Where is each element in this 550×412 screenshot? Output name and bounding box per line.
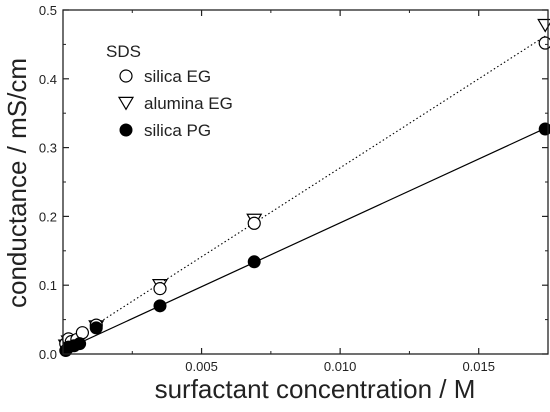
data-point-filled-circle <box>153 299 167 313</box>
legend-title: SDS <box>106 42 141 61</box>
y-axis-title: conductance / mS/cm <box>2 58 32 308</box>
y-tick-label: 0.0 <box>39 347 57 362</box>
legend-label: alumina EG <box>144 94 233 113</box>
data-point-open-triangle-down <box>537 18 550 33</box>
fit-line-solid <box>62 127 546 352</box>
legend-label: silica PG <box>144 121 211 140</box>
data-point-filled-circle <box>73 337 87 351</box>
y-tick-label: 0.5 <box>39 3 57 18</box>
data-point-filled-circle <box>247 255 261 269</box>
axes: 0.0 0.1 0.2 0.3 0.4 0.5 0.005 0.010 0.015 <box>39 3 549 374</box>
legend-label: silica EG <box>144 67 211 86</box>
legend-marker-open-circle <box>119 69 133 83</box>
data-point-filled-circle <box>538 122 550 136</box>
legend-marker-filled-circle <box>119 123 133 137</box>
fit-line-dotted <box>62 35 546 347</box>
data-point-filled-circle <box>89 321 103 335</box>
data-point-open-circle <box>538 36 550 50</box>
legend: SDS silica EG alumina EG silica PG <box>106 42 233 140</box>
y-tick-label: 0.4 <box>39 72 57 87</box>
x-tick-label: 0.005 <box>185 359 218 374</box>
data-point-open-circle <box>153 282 167 296</box>
x-tick-label: 0.010 <box>324 359 357 374</box>
data-point-open-circle <box>75 326 90 340</box>
y-tick-label: 0.1 <box>39 278 57 293</box>
x-axis-title: surfactant concentration / M <box>155 374 476 404</box>
plot-area <box>57 18 550 358</box>
data-point-open-circle <box>247 216 261 230</box>
plot-frame <box>62 9 549 355</box>
legend-marker-open-triangle-down <box>117 96 135 111</box>
x-tick-label: 0.015 <box>462 359 495 374</box>
y-tick-label: 0.2 <box>39 209 57 224</box>
y-tick-label: 0.3 <box>39 141 57 156</box>
